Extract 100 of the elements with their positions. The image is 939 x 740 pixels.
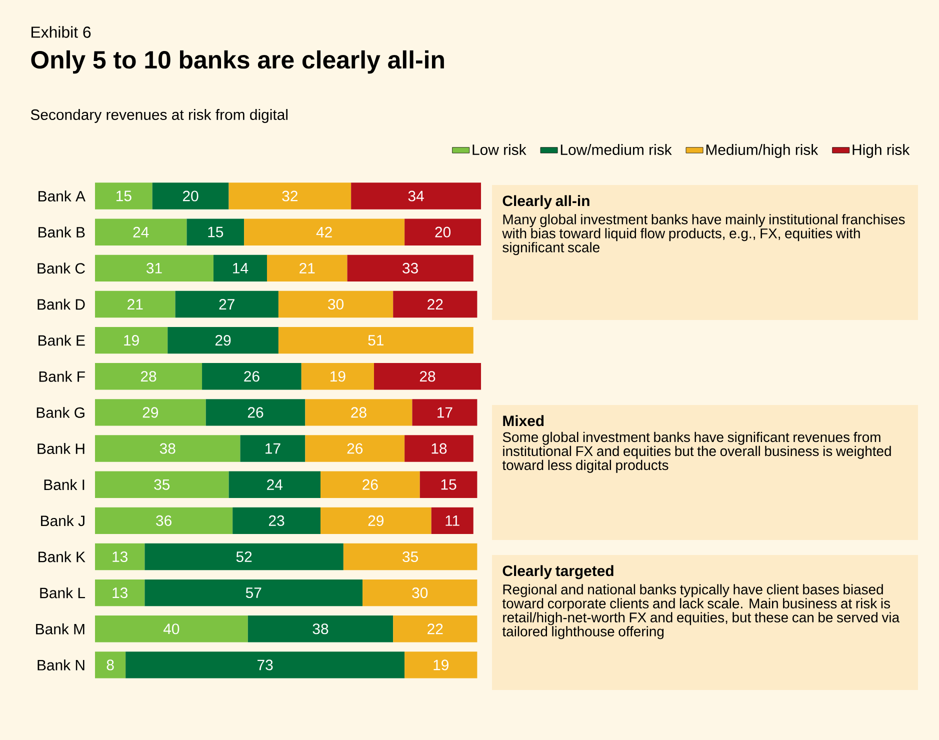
data-label: 15 (208, 226, 224, 238)
bar (186, 218, 244, 246)
data-label: 22 (428, 624, 443, 634)
bar (404, 652, 478, 678)
bar (240, 435, 306, 462)
bar (362, 579, 478, 606)
bar (175, 290, 278, 318)
bar (95, 218, 187, 246)
data-label: 20 (435, 226, 451, 238)
data-label: 30 (328, 298, 344, 310)
y-tick-label: Bank N (38, 659, 84, 670)
bar (278, 326, 474, 354)
bar (393, 290, 478, 318)
data-label: 40 (163, 624, 180, 634)
bar (404, 435, 474, 462)
bar (95, 435, 240, 462)
y-tick-label: Bank G (36, 406, 84, 418)
data-label: 35 (402, 551, 418, 562)
data-label: 18 (432, 443, 447, 454)
bar (152, 182, 229, 210)
data-label: 38 (312, 624, 328, 634)
bar (95, 579, 145, 606)
text: Mixed (503, 415, 544, 426)
data-label: 26 (244, 371, 260, 382)
bar (95, 363, 202, 390)
data-label: 26 (347, 443, 363, 454)
bar (393, 616, 478, 642)
y-tick-label: Bank E (38, 334, 85, 346)
y-tick-label: Bank J (41, 515, 84, 526)
bar (126, 652, 405, 678)
data-label: 24 (267, 479, 283, 490)
bar (228, 182, 352, 210)
data-label: 27 (219, 299, 234, 310)
data-label: 28 (351, 407, 366, 418)
data-label: 38 (160, 443, 176, 454)
bar (374, 363, 482, 390)
data-label: 11 (446, 516, 460, 526)
bar (213, 254, 267, 282)
bar (95, 507, 233, 534)
data-label: 21 (128, 299, 143, 310)
data-label: 13 (112, 551, 128, 562)
data-label: 24 (133, 226, 149, 238)
text: Many global investment banks have mainly institutional franchises with bias toward liquid flow products, e.g., FX, equities with significant scale (502, 214, 905, 256)
bar (202, 363, 302, 390)
data-label: 32 (282, 190, 298, 202)
data-label: 17 (266, 443, 280, 454)
bar (420, 471, 478, 498)
bar (266, 254, 348, 282)
y-tick-label: Bank D (38, 298, 85, 310)
data-label: 21 (300, 262, 315, 274)
data-label: 57 (246, 588, 262, 598)
bar (206, 399, 306, 426)
data-label: 19 (434, 660, 448, 670)
bar (95, 652, 126, 678)
data-label: 19 (124, 335, 139, 346)
data-label: 26 (248, 407, 264, 418)
data-label: 35 (154, 479, 170, 490)
bar (301, 363, 374, 390)
data-label: 36 (156, 515, 172, 526)
bar (95, 254, 214, 282)
y-tick-label: Bank I (44, 479, 84, 490)
data-label: 73 (258, 660, 273, 670)
bar (95, 543, 145, 570)
y-tick-label: Bank K (38, 551, 86, 562)
text: Clearly targeted (502, 565, 614, 580)
data-label: 15 (441, 479, 456, 490)
bar (95, 182, 152, 210)
bar (244, 218, 405, 246)
data-label: 29 (142, 407, 158, 418)
bar (232, 507, 320, 534)
text: Exhibit 6 (32, 26, 91, 38)
data-label: 14 (233, 263, 248, 274)
bar (351, 182, 482, 210)
data-label: 8 (106, 660, 114, 670)
y-tick-label: Bank L (40, 587, 85, 598)
data-label: 28 (140, 371, 156, 382)
data-label: 22 (428, 299, 443, 310)
text: Clearly all-in (502, 195, 590, 210)
data-label: 15 (116, 190, 132, 202)
bar (228, 471, 320, 498)
bar (95, 326, 168, 354)
y-tick-label: Bank F (39, 370, 85, 382)
data-label: 20 (182, 190, 198, 202)
data-label: 51 (368, 335, 384, 346)
data-label: 34 (408, 190, 424, 202)
data-label: 19 (330, 371, 346, 382)
bar (248, 616, 394, 642)
data-label: 17 (438, 407, 452, 418)
bar (343, 543, 478, 570)
text: Regional and national banks typically have client bases biased toward corporate clients and lack scale. Main business at risk is retail/high-net-worth FX and equities, but these can be served via tailored lighthouse offering (502, 584, 900, 640)
data-label: 33 (402, 262, 418, 274)
bar (431, 507, 474, 534)
y-tick-label: Bank C (38, 262, 85, 274)
bar (320, 507, 432, 534)
y-tick-label: Bank B (38, 226, 85, 238)
bar (320, 471, 420, 498)
text: Some global investment banks have significant revenues from institutional FX and equities but the overall business is weighted toward less digital products (502, 432, 891, 473)
bar (404, 218, 482, 246)
bar (95, 471, 229, 498)
chart-subtitle: Secondary revenues at risk from digital (30, 109, 288, 123)
